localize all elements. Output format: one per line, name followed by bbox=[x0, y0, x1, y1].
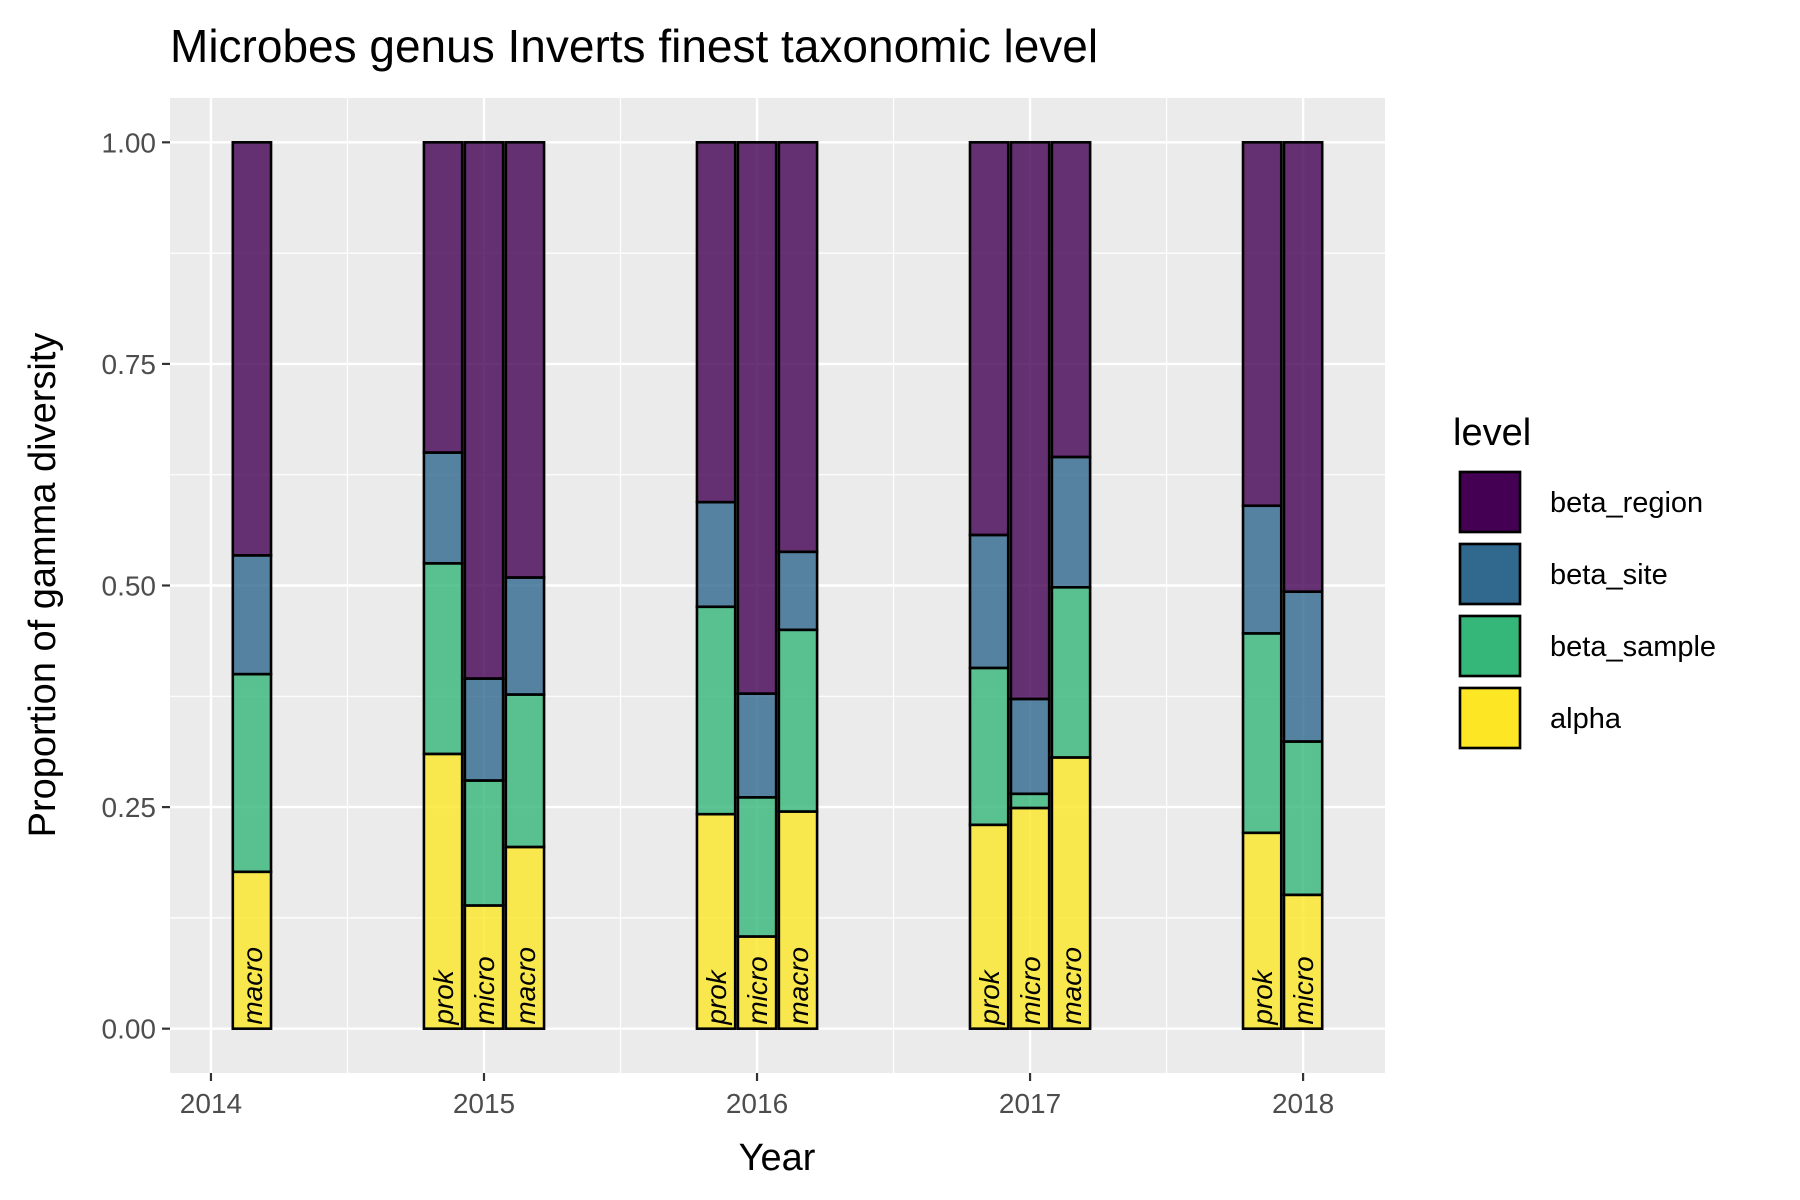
x-axis-title: Year bbox=[739, 1137, 816, 1179]
bar-label: macro bbox=[510, 947, 541, 1025]
bar-segment-beta-site bbox=[231, 554, 273, 676]
bar-labels: macro prok micro macro prok micro macro prok mic… bbox=[237, 947, 1319, 1026]
legend-label: beta_site bbox=[1550, 559, 1668, 591]
y-axis-title: Proportion of gamma diversity bbox=[22, 333, 64, 838]
legend-title: level bbox=[1453, 412, 1531, 454]
legend-swatch-beta-site bbox=[1458, 542, 1522, 606]
bar-label: micro bbox=[1015, 956, 1046, 1024]
bar-segment-alpha bbox=[1050, 756, 1092, 1030]
bar-segment-beta-sample bbox=[695, 605, 737, 816]
bar-segment-beta-region bbox=[1050, 141, 1092, 459]
bar-segment-alpha bbox=[1009, 806, 1051, 1030]
bar-segment-beta-region bbox=[968, 141, 1010, 537]
legend-label: beta_region bbox=[1550, 487, 1703, 519]
bar-segment-beta-region bbox=[777, 141, 819, 554]
x-tick-label: 2014 bbox=[180, 1088, 242, 1119]
bar-label: prok bbox=[1247, 968, 1278, 1025]
bar-segment-alpha bbox=[695, 812, 737, 1030]
bar-segment-beta-region bbox=[1241, 141, 1283, 508]
bar-label: micro bbox=[1288, 956, 1319, 1024]
x-tick-label: 2015 bbox=[453, 1088, 515, 1119]
bar-segment-beta-region bbox=[504, 141, 546, 579]
bar-segment-beta-site bbox=[504, 576, 546, 696]
bar-segment-alpha bbox=[777, 810, 819, 1030]
bar-segment-beta-site bbox=[1241, 504, 1283, 635]
bars bbox=[231, 141, 1324, 1030]
bar-label: micro bbox=[469, 956, 500, 1024]
legend-label: beta_sample bbox=[1550, 631, 1716, 663]
bar-segment-beta-site bbox=[968, 533, 1010, 670]
bar-segment-beta-sample bbox=[777, 628, 819, 813]
y-tick-label: 0.00 bbox=[102, 1014, 157, 1045]
y-tick-label: 0.75 bbox=[102, 349, 157, 380]
legend-swatch-beta-region bbox=[1458, 470, 1522, 534]
legend-label: alpha bbox=[1550, 703, 1622, 735]
bar-segment-beta-sample bbox=[463, 779, 505, 907]
bar-segment-beta-region bbox=[422, 141, 464, 454]
x-tick-label: 2018 bbox=[1272, 1088, 1334, 1119]
bar-segment-beta-region bbox=[695, 141, 737, 504]
bar-segment-beta-region bbox=[1009, 141, 1051, 701]
bar-label: micro bbox=[742, 956, 773, 1024]
bar-segment-alpha bbox=[422, 752, 464, 1030]
bar-segment-beta-site bbox=[736, 692, 778, 799]
bar-label: macro bbox=[783, 947, 814, 1025]
bar-segment-beta-region bbox=[736, 141, 778, 695]
bar-segment-beta-region bbox=[463, 141, 505, 680]
chart-title: Microbes genus Inverts finest taxonomic … bbox=[170, 20, 1098, 72]
bar-segment-beta-region bbox=[231, 141, 273, 557]
bar-segment-beta-site bbox=[422, 451, 464, 565]
bar-segment-beta-site bbox=[1050, 455, 1092, 589]
bar-segment-beta-sample bbox=[1282, 740, 1324, 897]
bar-segment-alpha bbox=[736, 935, 778, 1030]
bar-segment-beta-region bbox=[1282, 141, 1324, 594]
bar-segment-beta-sample bbox=[422, 562, 464, 756]
y-tick-label: 0.25 bbox=[102, 792, 157, 823]
x-tick-label: 2016 bbox=[726, 1088, 788, 1119]
bar-segment-beta-sample bbox=[736, 796, 778, 938]
legend-swatch-beta-sample bbox=[1458, 614, 1522, 678]
bar-segment-beta-sample bbox=[1050, 585, 1092, 759]
x-axis: 2014 2015 2016 2017 2018 bbox=[180, 1073, 1334, 1119]
legend-swatch-alpha bbox=[1458, 686, 1522, 750]
bar-label: prok bbox=[701, 968, 732, 1025]
bar-label: prok bbox=[974, 968, 1005, 1025]
x-tick-label: 2017 bbox=[999, 1088, 1061, 1119]
bar-segment-beta-sample bbox=[231, 672, 273, 874]
bar-segment-beta-site bbox=[695, 500, 737, 609]
bar-segment-beta-sample bbox=[1241, 632, 1283, 835]
bar-label: macro bbox=[237, 947, 268, 1025]
y-tick-label: 1.00 bbox=[102, 127, 157, 158]
bar-segment-beta-sample bbox=[1009, 792, 1051, 810]
bar-segment-beta-site bbox=[777, 550, 819, 632]
bar-segment-beta-site bbox=[1282, 590, 1324, 743]
bar-label: macro bbox=[1056, 947, 1087, 1025]
bar-segment-beta-site bbox=[1009, 697, 1051, 796]
y-axis: 0.00 0.25 0.50 0.75 1.00 bbox=[102, 127, 170, 1045]
y-tick-label: 0.50 bbox=[102, 571, 157, 602]
bar-label: prok bbox=[428, 968, 459, 1025]
bar-segment-beta-sample bbox=[504, 693, 546, 849]
bar-segment-beta-site bbox=[463, 677, 505, 782]
legend: level beta_region beta_site beta_samplealp… bbox=[1453, 412, 1716, 750]
bar-segment-beta-sample bbox=[968, 666, 1010, 827]
